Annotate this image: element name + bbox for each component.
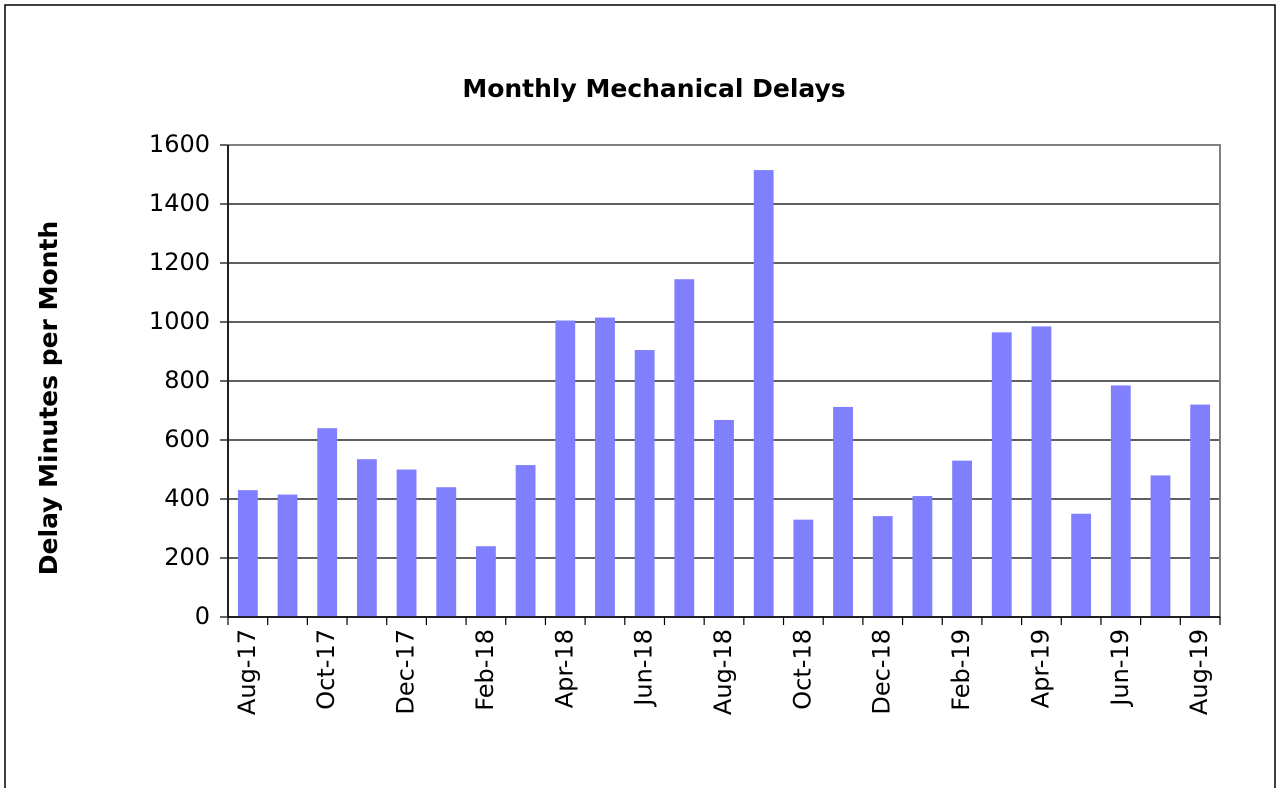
bar	[833, 406, 853, 617]
x-tick-label: Feb-18	[471, 629, 499, 711]
x-tick-label: Aug-18	[709, 629, 737, 715]
x-tick-label: Feb-19	[947, 629, 975, 711]
bar	[317, 428, 338, 617]
x-tick-label: Aug-19	[1185, 629, 1213, 715]
x-tick-label: Jun-18	[630, 629, 658, 708]
bar	[356, 459, 377, 617]
x-tick-label: Apr-19	[1026, 629, 1054, 708]
y-axis-label: Delay Minutes per Month	[34, 221, 63, 575]
bar	[595, 317, 615, 617]
y-tick-label: 1600	[149, 130, 210, 158]
x-tick-label: Oct-17	[312, 629, 340, 710]
bar	[753, 170, 774, 617]
y-tick-label: 1200	[149, 248, 210, 276]
bar	[277, 494, 298, 617]
y-tick-label: 0	[195, 602, 210, 630]
bar	[1150, 475, 1171, 617]
bar	[1190, 404, 1211, 617]
y-tick-label: 800	[164, 366, 210, 394]
x-tick-label: Jun-19	[1106, 629, 1134, 708]
y-tick-label: 400	[164, 484, 210, 512]
bar	[912, 496, 933, 617]
bar	[396, 469, 417, 617]
chart-title: Monthly Mechanical Delays	[462, 74, 845, 103]
y-tick-label: 1000	[149, 307, 210, 335]
bar	[1110, 385, 1131, 617]
bar	[991, 332, 1012, 617]
frame	[4, 4, 1276, 788]
bar	[952, 460, 972, 617]
bar	[1071, 513, 1092, 617]
bar	[674, 279, 695, 617]
x-tick-label: Aug-17	[233, 629, 261, 715]
bar	[555, 320, 576, 617]
bar	[1031, 326, 1052, 617]
bar	[634, 350, 655, 617]
x-tick-label: Apr-18	[550, 629, 578, 708]
bar	[714, 419, 734, 617]
y-tick-label: 200	[164, 543, 210, 571]
bar	[872, 516, 893, 617]
bar	[237, 490, 258, 617]
y-tick-label: 1400	[149, 189, 210, 217]
bar	[476, 546, 496, 617]
y-tick-label: 600	[164, 425, 210, 453]
x-tick-label: Oct-18	[788, 629, 816, 710]
x-tick-label: Dec-17	[392, 629, 420, 715]
bar	[515, 465, 536, 617]
bar	[436, 487, 457, 617]
x-tick-label: Dec-18	[868, 629, 896, 715]
bar	[793, 519, 814, 617]
